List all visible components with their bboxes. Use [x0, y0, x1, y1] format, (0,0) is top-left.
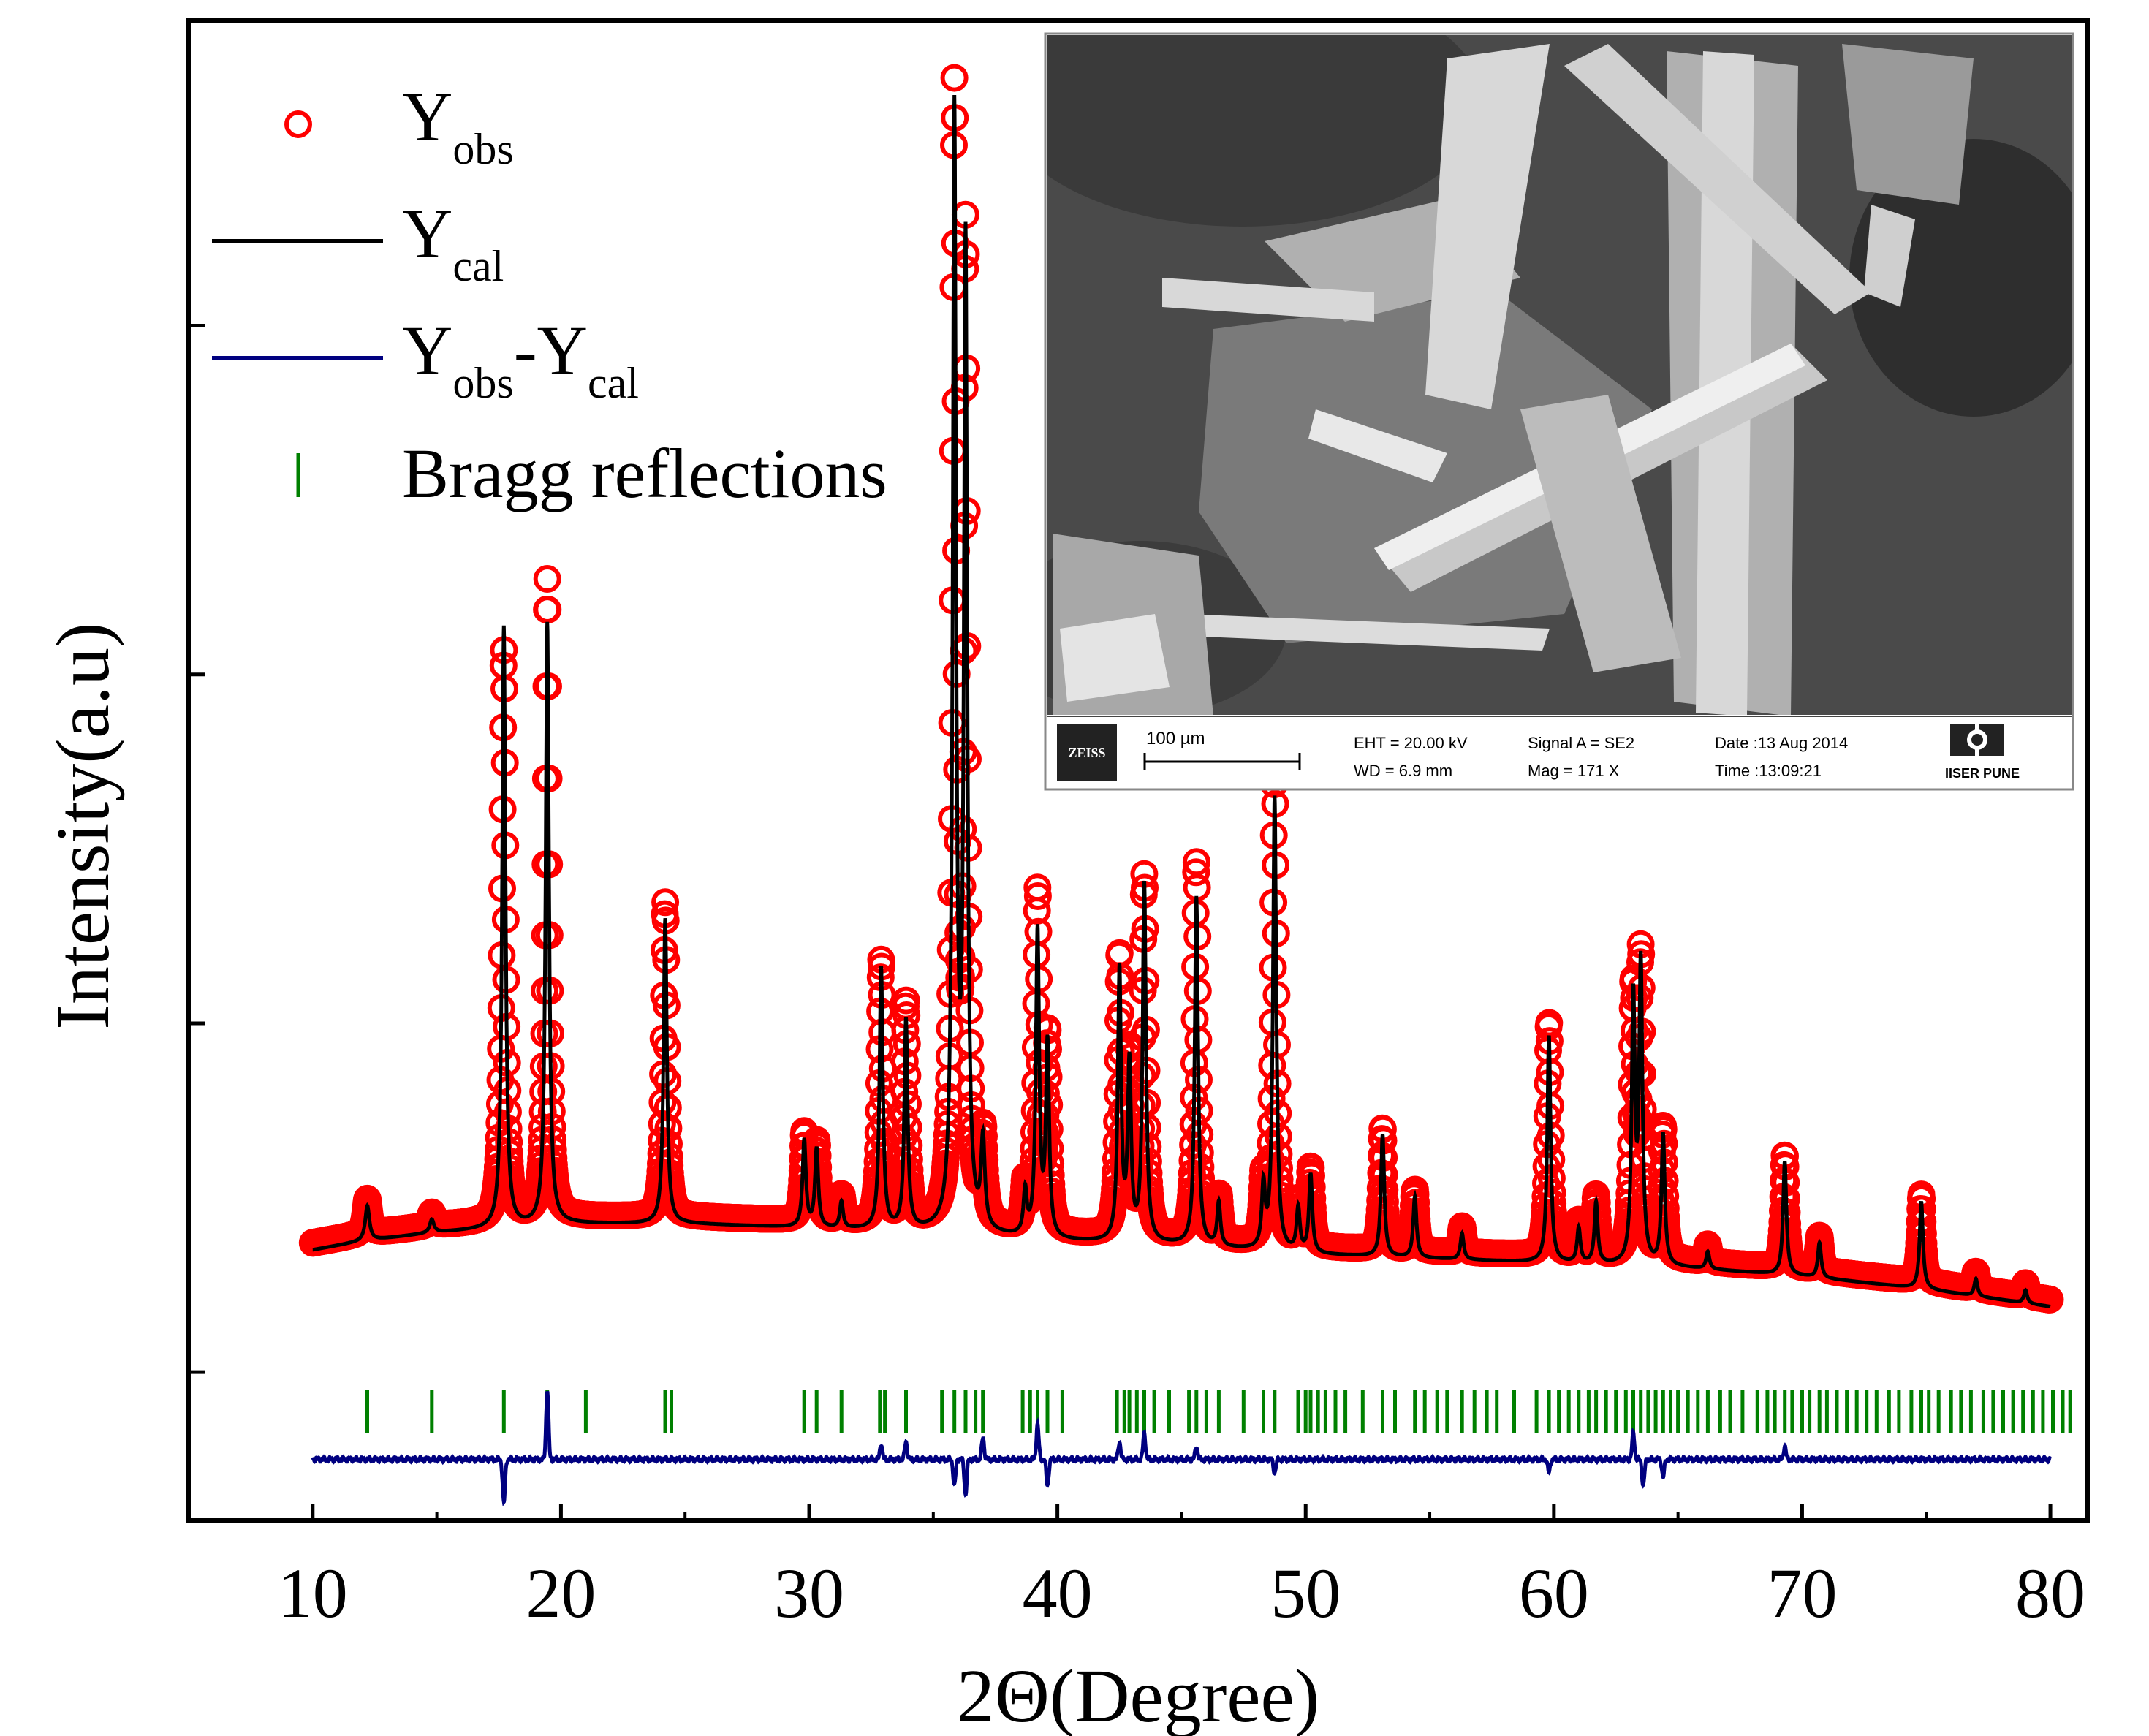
difference-line: [311, 1390, 2053, 1506]
date-readout: Date :13 Aug 2014: [1715, 734, 1848, 752]
svg-text:Yobs-Ycal: Yobs-Ycal: [402, 311, 639, 407]
x-axis-label: 2Θ(Degree): [957, 1654, 1320, 1736]
legend-entry-ycal: Ycal: [212, 194, 504, 290]
legend-entry-yobs: Yobs: [284, 77, 514, 173]
scale-bar-label: 100 µm: [1146, 729, 1205, 748]
mag-readout: Mag = 171 X: [1528, 762, 1620, 780]
yobs-point: [1183, 873, 1211, 902]
legend-entry-difference: Yobs-Ycal: [212, 311, 639, 407]
yobs-point: [940, 64, 969, 92]
x-tick-label: 20: [526, 1554, 596, 1632]
legend-sub-cal: cal: [452, 242, 504, 290]
y-axis-label: Intensity(a.u): [41, 622, 125, 1029]
x-tick-label: 40: [1023, 1554, 1093, 1632]
x-axis-ticks: 10 20 30 40 50 60 70 80: [278, 1504, 2085, 1632]
eht-readout: EHT = 20.00 kV: [1354, 734, 1468, 752]
yobs-point: [892, 986, 920, 1015]
y-axis-ticks: [189, 324, 205, 1374]
legend-label-ycal: Y: [402, 194, 452, 273]
x-tick-label: 80: [2015, 1554, 2085, 1632]
svg-text:Yobs: Yobs: [402, 77, 514, 173]
legend-label-diff-b: Y: [537, 311, 588, 390]
legend-sub-obs-2: obs: [452, 359, 513, 407]
x-tick-label: 30: [774, 1554, 844, 1632]
legend-minus: -: [514, 311, 537, 390]
legend-marker-circle: [284, 110, 312, 138]
sem-inset: ZEISS 100 µm EHT = 20.00 kV WD = 6.9 mm …: [1044, 32, 2074, 791]
x-tick-label: 10: [278, 1554, 348, 1632]
legend-label-diff-a: Y: [402, 311, 452, 390]
legend: Yobs Ycal Yobs-Ycal Bragg reflections: [212, 77, 887, 512]
time-readout: Time :13:09:21: [1715, 762, 1822, 780]
legend-sub-obs: obs: [452, 125, 513, 173]
legend-label-yobs: Y: [402, 77, 452, 156]
institute-label: IISER PUNE: [1945, 766, 2020, 781]
signal-readout: Signal A = SE2: [1528, 734, 1634, 752]
yobs-point: [533, 565, 561, 593]
x-tick-label: 50: [1270, 1554, 1341, 1632]
wd-readout: WD = 6.9 mm: [1354, 762, 1452, 780]
yobs-point: [534, 596, 562, 623]
svg-text:Ycal: Ycal: [402, 194, 504, 290]
yobs-point: [651, 888, 680, 917]
plot-frame: [186, 18, 2090, 1523]
sem-image: [1047, 35, 2072, 715]
legend-label-bragg: Bragg reflections: [402, 434, 887, 512]
difference-series: [311, 1390, 2053, 1506]
x-tick-label: 70: [1767, 1554, 1837, 1632]
legend-entry-bragg: Bragg reflections: [296, 434, 887, 512]
zeiss-logo-text: ZEISS: [1068, 746, 1105, 760]
bragg-reflections-series: [365, 1390, 2072, 1433]
x-tick-label: 60: [1519, 1554, 1589, 1632]
legend-sub-cal-2: cal: [588, 359, 639, 407]
